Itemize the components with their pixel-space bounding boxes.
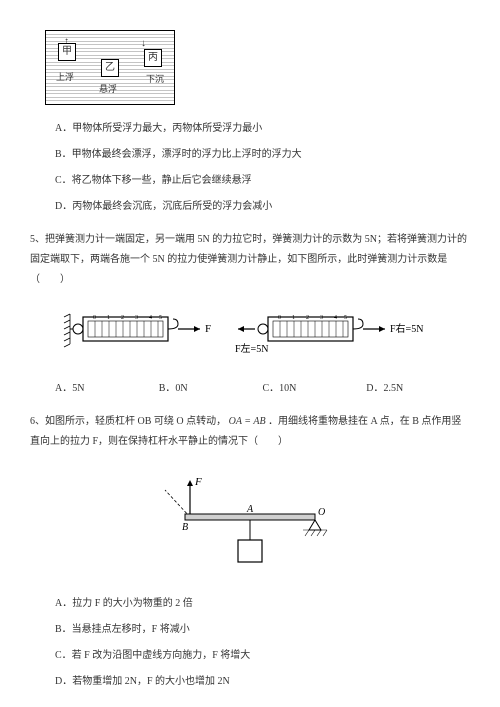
q4-option-c: C．将乙物体下移一些，静止后它会继续悬浮 xyxy=(55,172,470,190)
svg-text:0: 0 xyxy=(278,315,281,321)
svg-text:4: 4 xyxy=(149,315,152,321)
svg-text:2: 2 xyxy=(121,315,124,321)
label-sink: 下沉 xyxy=(146,71,164,87)
lever-svg: F B A O xyxy=(155,470,345,570)
q6-formula: OA = AB xyxy=(229,416,266,427)
svg-text:5: 5 xyxy=(344,315,347,321)
svg-text:A: A xyxy=(246,504,254,515)
svg-text:1: 1 xyxy=(292,315,295,321)
svg-text:1: 1 xyxy=(107,315,110,321)
question-6: 6、如图所示，轻质杠杆 OB 可绕 O 点转动， OA = AB ．用细线将重物… xyxy=(30,412,470,691)
question-5: 5、把弹簧测力计一端固定，另一端用 5N 的力拉它时，弹簧测力计的示数为 5N；… xyxy=(30,230,470,398)
object-yi: 乙 xyxy=(101,59,119,77)
q6-text-1: 6、如图所示，轻质杠杆 OB 可绕 O 点转动， xyxy=(30,416,226,427)
q6-option-a: A．拉力 F 的大小为物重的 2 倍 xyxy=(55,595,470,613)
label-float: 上浮 xyxy=(56,69,74,85)
svg-text:0: 0 xyxy=(93,315,96,321)
label-f-left: F左=5N xyxy=(235,342,268,355)
water-container: ↑ 甲 乙 丙 ↓ 上浮 悬浮 下沉 xyxy=(45,30,175,105)
svg-text:3: 3 xyxy=(135,315,138,321)
q4-option-a: A．甲物体所受浮力最大，丙物体所受浮力最小 xyxy=(55,120,470,138)
q5-option-d: D．2.5N xyxy=(366,380,470,398)
arrow-down-icon: ↓ xyxy=(141,35,146,53)
q5-options: A．5N B．0N C．10N D．2.5N xyxy=(55,380,470,398)
svg-text:B: B xyxy=(182,522,188,533)
svg-text:O: O xyxy=(318,507,325,518)
label-suspend: 悬浮 xyxy=(99,81,117,97)
svg-text:3: 3 xyxy=(320,315,323,321)
q5-option-a: A．5N xyxy=(55,380,159,398)
q5-option-b: B．0N xyxy=(159,380,263,398)
q6-option-c: C．若 F 改为沿图中虚线方向施力，F 将增大 xyxy=(55,647,470,665)
spring-figure: 0 1 2 3 4 5 F 0 1 2 3 4 5 xyxy=(30,304,470,366)
label-f: F xyxy=(205,323,211,335)
q6-option-b: B．当悬挂点左移时，F 将减小 xyxy=(55,621,470,639)
q5-option-c: C．10N xyxy=(263,380,367,398)
buoyancy-figure: ↑ 甲 乙 丙 ↓ 上浮 悬浮 下沉 xyxy=(45,30,470,105)
svg-text:4: 4 xyxy=(334,315,337,321)
svg-text:5: 5 xyxy=(159,315,162,321)
object-jia: 甲 xyxy=(58,43,76,61)
q6-option-d: D．若物重增加 2N，F 的大小也增加 2N xyxy=(55,673,470,691)
q5-text: 5、把弹簧测力计一端固定，另一端用 5N 的力拉它时，弹簧测力计的示数为 5N；… xyxy=(30,230,470,290)
lever-figure: F B A O xyxy=(30,470,470,577)
svg-text:F: F xyxy=(194,476,202,488)
label-f-right: F右=5N xyxy=(390,322,423,335)
svg-text:2: 2 xyxy=(306,315,309,321)
spring-scales-svg: 0 1 2 3 4 5 F 0 1 2 3 4 5 xyxy=(60,304,440,359)
object-bing: 丙 xyxy=(144,49,162,67)
q4-option-d: D．丙物体最终会沉底，沉底后所受的浮力会减小 xyxy=(55,198,470,216)
q4-option-b: B．甲物体最终会漂浮，漂浮时的浮力比上浮时的浮力大 xyxy=(55,146,470,164)
q6-text: 6、如图所示，轻质杠杆 OB 可绕 O 点转动， OA = AB ．用细线将重物… xyxy=(30,412,470,452)
